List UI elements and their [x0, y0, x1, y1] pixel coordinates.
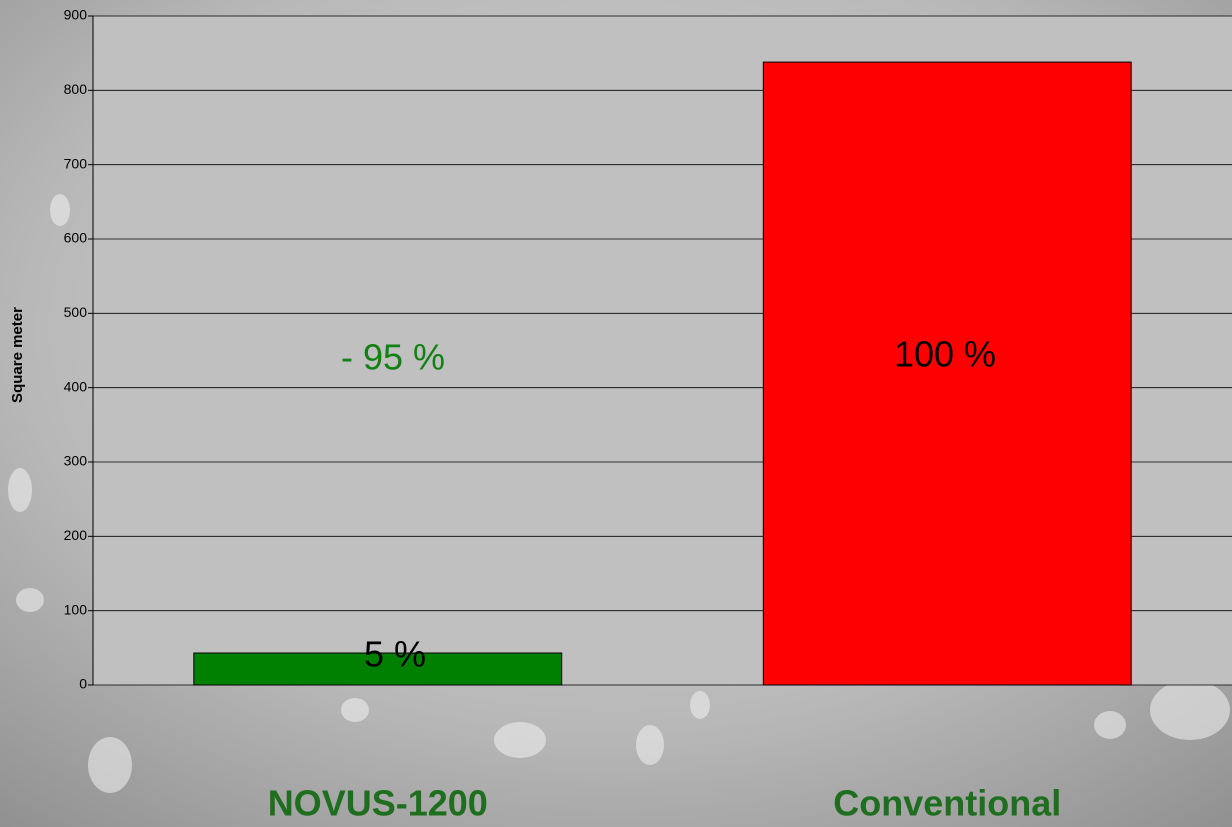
y-tick-label: 500 — [64, 304, 88, 320]
y-tick-label: 0 — [79, 676, 87, 692]
chart: Square meter 0 100 200 300 400 500 600 700 800 90… — [0, 0, 1232, 827]
y-tick-label: 200 — [64, 527, 88, 543]
x-tick-label: NOVUS-1200 — [268, 783, 488, 824]
y-tick-label: 800 — [64, 81, 88, 97]
y-tick-label: 900 — [64, 7, 88, 23]
y-tick-label: 600 — [64, 230, 88, 246]
y-tick-label: 400 — [64, 378, 88, 394]
page: Square meter 0 100 200 300 400 500 600 700 800 90… — [0, 0, 1232, 827]
y-tick-label: 100 — [64, 601, 88, 617]
annotation: 100 % — [894, 334, 996, 375]
annotation: 5 % — [364, 634, 426, 675]
y-tick-label: 300 — [64, 453, 88, 469]
annotation: - 95 % — [341, 337, 445, 378]
y-axis-label: Square meter — [9, 307, 26, 403]
x-tick-label: Conventional — [833, 783, 1061, 824]
y-tick-label: 700 — [64, 155, 88, 171]
